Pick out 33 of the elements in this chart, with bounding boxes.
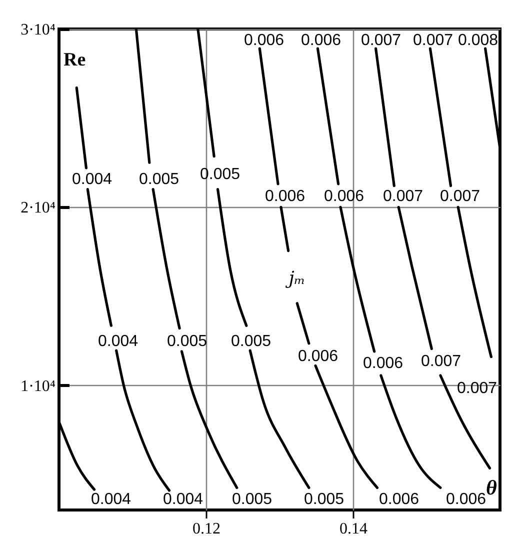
annotation: 0.007: [360, 32, 402, 49]
annotation: 0.004: [90, 491, 132, 508]
x-axis-title: θ: [486, 476, 498, 500]
annotation: 0.007: [412, 32, 454, 49]
annotation: 0.006: [362, 355, 404, 372]
annotation: 0.006: [446, 491, 486, 508]
annotation: 0.006: [264, 188, 306, 205]
annotation: 0.007: [382, 188, 424, 205]
annotation: 0.005: [166, 333, 208, 350]
y-tick-label: 2·10⁴: [20, 200, 56, 217]
y-tick-label: 1·10⁴: [20, 378, 56, 395]
annotation: 0.006: [300, 32, 342, 49]
annotation: 0.007: [420, 353, 462, 370]
annotation: 0.006: [324, 188, 364, 205]
annotation: 0.004: [98, 333, 138, 350]
annotation: 0.004: [72, 171, 112, 188]
x-tick-label: 0.14: [340, 520, 368, 538]
annotation: 0.007: [456, 380, 498, 397]
annotation: 0.008: [458, 32, 498, 49]
annotation: 0.005: [232, 491, 272, 508]
x-tick-label: 0.12: [192, 520, 220, 538]
annotation: 0.006: [298, 348, 338, 365]
annotation: 0.006: [244, 32, 284, 49]
annotation: 0.005: [230, 333, 272, 350]
annotation: 0.007: [440, 188, 480, 205]
y-axis-title: Re: [64, 50, 86, 70]
y-tick-label: 3·10⁴: [20, 22, 56, 38]
annotation: jₘ: [284, 268, 306, 289]
annotation: 0.005: [138, 171, 180, 188]
annotation: 0.005: [304, 491, 344, 508]
annotation: 0.006: [378, 491, 420, 508]
annotation: 0.005: [200, 166, 240, 183]
annotation: 0.004: [162, 491, 204, 508]
